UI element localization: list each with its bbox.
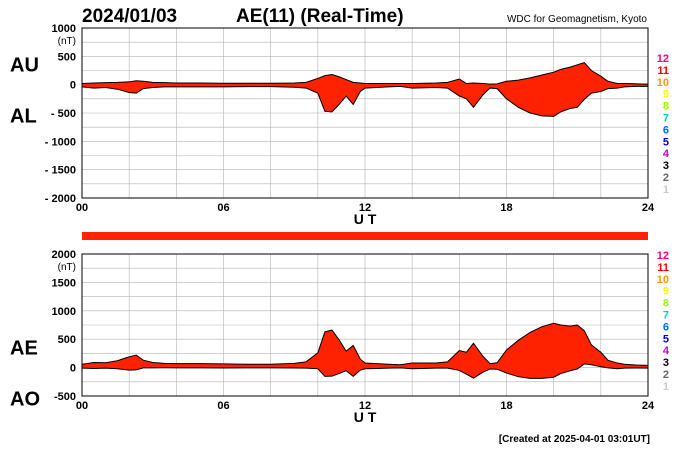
y-unit-label: (nT) (58, 36, 76, 47)
x-axis-label: U T (354, 409, 377, 425)
station-count-11: 11 (657, 65, 669, 77)
y-tick-label: - 500 (51, 108, 76, 120)
y-tick-label: 1000 (52, 306, 76, 318)
y-tick-label: - 2000 (45, 193, 76, 205)
series-label-al: AL (10, 106, 37, 128)
al-line (81, 85, 648, 117)
au-al-band (82, 62, 648, 117)
x-tick-label: 00 (76, 400, 88, 412)
plot-frame (81, 253, 649, 397)
ae-ao-panel: 2000 1500 1000 500 0 -500 (nT) 00 06 12 18 24 U T AE A… (10, 249, 655, 425)
y-tick-label: 1500 (52, 277, 76, 289)
y-tick-label: -500 (54, 391, 76, 403)
station-count-11: 11 (657, 262, 669, 274)
station-count-9: 9 (663, 286, 669, 298)
source-label: WDC for Geomagnetism, Kyoto (507, 14, 647, 25)
station-count-10: 10 (657, 274, 669, 286)
au-al-panel: 1000 500 0 - 500 - 1000 - 1500 - 2000 (nT) 00 06 1… (10, 23, 655, 227)
y-tick-label: 1000 (52, 23, 76, 35)
x-tick-label: 06 (217, 202, 229, 214)
station-count-12: 12 (657, 250, 669, 262)
x-tick-label: 12 (359, 400, 371, 412)
x-tick-label: 12 (359, 202, 371, 214)
y-tick-label: - 1000 (45, 136, 76, 148)
x-tick-label: 06 (217, 400, 229, 412)
station-count-4: 4 (663, 148, 670, 160)
station-count-12: 12 (657, 53, 669, 65)
plot-frame (81, 27, 649, 199)
station-status-bar (82, 232, 648, 240)
y-tick-label: 500 (58, 334, 76, 346)
station-count-6: 6 (663, 321, 669, 333)
x-tick-label: 24 (642, 202, 655, 214)
station-count-1: 1 (663, 381, 669, 393)
station-count-3: 3 (663, 357, 669, 369)
station-count-4: 4 (663, 345, 670, 357)
station-count-7: 7 (663, 310, 669, 322)
x-tick-label: 00 (76, 202, 88, 214)
y-tick-label: 0 (70, 363, 76, 375)
x-tick-label: 18 (500, 400, 512, 412)
au-line (81, 61, 649, 85)
x-axis-label: U T (354, 211, 377, 227)
ae-line (81, 322, 649, 366)
y-tick-label: - 1500 (45, 165, 76, 177)
y-tick-label: 2000 (52, 249, 76, 261)
ao-line (81, 363, 649, 379)
station-count-9: 9 (663, 89, 669, 101)
station-count-7: 7 (663, 113, 669, 125)
created-timestamp: [Created at 2025-04-01 03:01UT] (499, 434, 650, 445)
station-count-1: 1 (663, 184, 669, 196)
y-tick-label: 500 (58, 51, 76, 63)
series-label-ao: AO (10, 389, 40, 411)
station-count-2: 2 (663, 172, 669, 184)
index-title: AE(11) (Real-Time) (236, 6, 404, 27)
x-tick-label: 24 (642, 400, 655, 412)
station-count-10: 10 (657, 77, 669, 89)
series-label-ae: AE (10, 338, 38, 360)
station-count-3: 3 (663, 160, 669, 172)
station-count-5: 5 (663, 136, 669, 148)
station-count-8: 8 (663, 101, 669, 113)
series-label-au: AU (10, 55, 39, 77)
station-count-5: 5 (663, 333, 669, 345)
x-tick-label: 18 (500, 202, 512, 214)
grid-lines (81, 27, 649, 199)
date-label: 2024/01/03 (82, 6, 177, 27)
y-tick-label: 0 (70, 80, 76, 92)
station-count-8: 8 (663, 298, 669, 310)
station-count-6: 6 (663, 124, 669, 136)
ae-ao-band (82, 323, 648, 379)
y-unit-label: (nT) (58, 262, 76, 273)
station-count-2: 2 (663, 369, 669, 381)
